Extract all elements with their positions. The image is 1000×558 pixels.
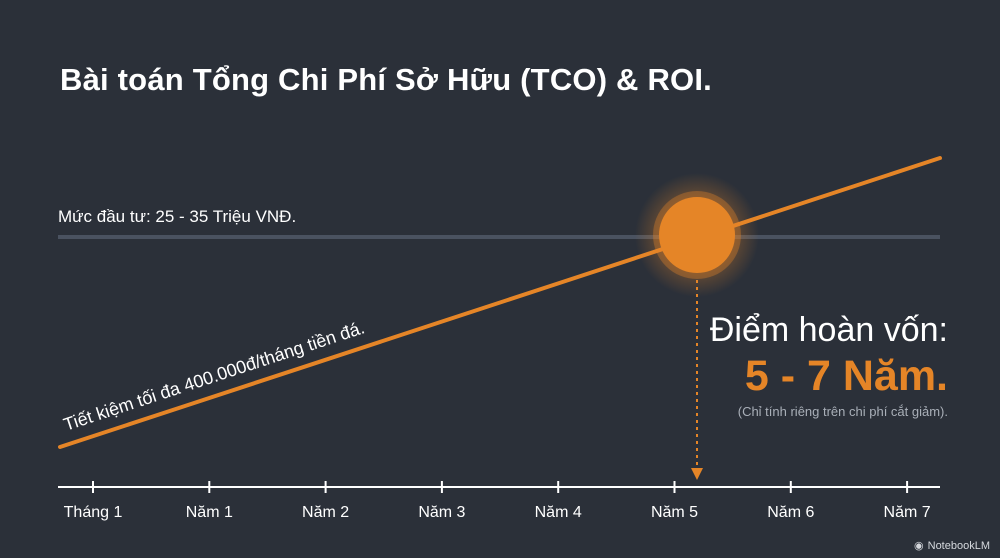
- breakeven-label: Điểm hoàn vốn:: [709, 311, 948, 349]
- savings-series-line: [58, 156, 942, 449]
- watermark: ◉ NotebookLM: [914, 539, 990, 553]
- x-tick-label: Năm 6: [767, 504, 814, 521]
- breakeven-callout: Điểm hoàn vốn: 5 - 7 Năm. (Chỉ tính riên…: [710, 310, 948, 422]
- savings-series-label: Tiết kiệm tối đa 400.000đ/tháng tiền đá.: [61, 317, 367, 434]
- x-tick-label: Năm 1: [186, 504, 233, 521]
- breakeven-marker: [659, 197, 735, 273]
- breakeven-note: (Chỉ tính riêng trên chi phí cắt giảm).: [737, 404, 948, 419]
- investment-reference-label: Mức đầu tư: 25 - 35 Triệu VNĐ.: [58, 207, 296, 226]
- x-tick-label: Năm 3: [418, 504, 465, 521]
- notebooklm-logo-icon: ◉: [914, 540, 924, 552]
- x-tick-label: Tháng 1: [64, 504, 123, 521]
- x-tick-label: Năm 4: [535, 504, 582, 521]
- breakeven-value: 5 - 7 Năm.: [744, 352, 948, 400]
- x-tick-label: Năm 5: [651, 504, 698, 521]
- watermark-text: NotebookLM: [927, 539, 990, 552]
- page-title: Bài toán Tổng Chi Phí Sở Hữu (TCO) & ROI…: [60, 62, 712, 97]
- x-tick-label: Năm 7: [884, 504, 931, 521]
- x-tick-label: Năm 2: [302, 504, 349, 521]
- breakeven-arrow-icon: [691, 468, 703, 480]
